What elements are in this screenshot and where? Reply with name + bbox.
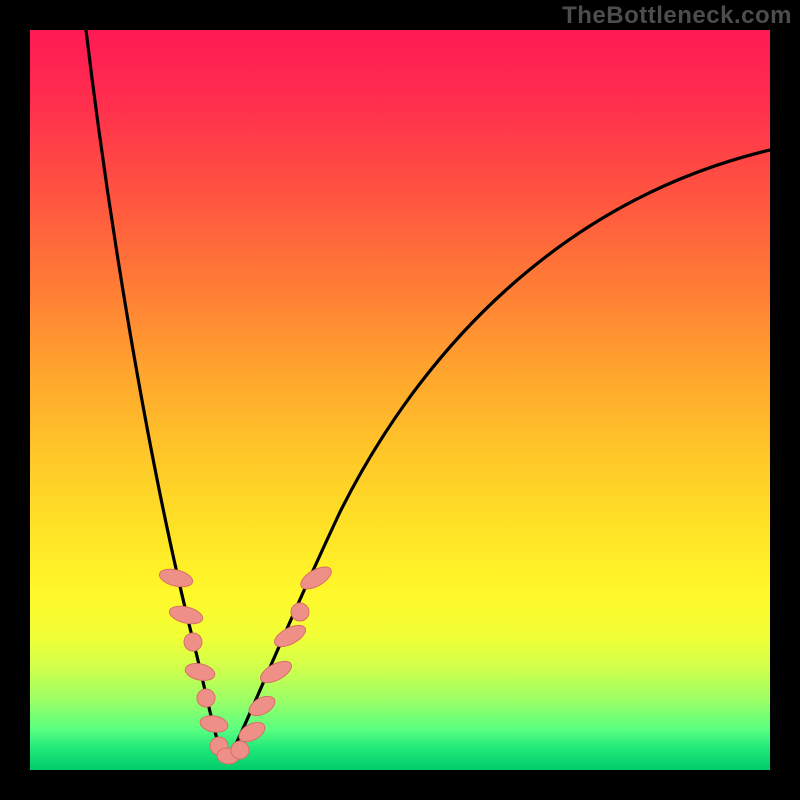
marker-circle — [231, 741, 249, 759]
marker-circle — [184, 633, 202, 651]
marker-circle — [291, 603, 309, 621]
marker-circle — [197, 689, 215, 707]
bottleneck-chart — [0, 0, 800, 800]
chart-root: TheBottleneck.com — [0, 0, 800, 800]
watermark-text: TheBottleneck.com — [562, 2, 792, 30]
